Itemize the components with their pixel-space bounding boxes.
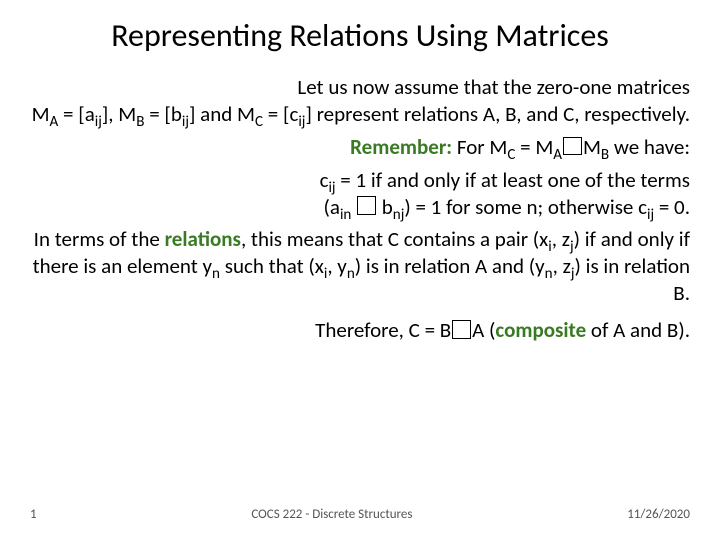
text: , this means that C contains a pair (x xyxy=(241,226,548,252)
footer-page-number: 1 xyxy=(30,507,37,522)
text: ] represent relations A, B, and C, respe… xyxy=(305,101,690,127)
text: = [b xyxy=(144,101,181,127)
text: In terms of the xyxy=(34,226,165,252)
text: ) is in relation B. xyxy=(575,253,690,306)
text: A ( xyxy=(472,317,495,343)
paragraph-intro: Let us now assume that the zero-one matr… xyxy=(30,74,690,128)
footer: 1 COCS 222 - Discrete Structures 11/26/2… xyxy=(30,507,690,522)
box-icon xyxy=(357,196,376,215)
text: ) is in relation A and (y xyxy=(355,253,545,279)
text: (a xyxy=(324,194,340,220)
text: Let us now assume that the zero-one matr… xyxy=(297,74,690,100)
slide: Representing Relations Using Matrices Le… xyxy=(0,0,720,540)
footer-date: 11/26/2020 xyxy=(627,507,690,522)
slide-body: Let us now assume that the zero-one matr… xyxy=(30,74,690,350)
sub: B xyxy=(601,146,609,164)
composite-label: composite xyxy=(495,317,586,343)
text: = 1 if and only if at least one of the t… xyxy=(336,167,690,193)
slide-title: Representing Relations Using Matrices xyxy=(0,16,720,55)
text: For M xyxy=(452,134,507,160)
paragraph-therefore: Therefore, C = B A (composite of A and B)… xyxy=(30,317,690,344)
text: ] and M xyxy=(189,101,255,127)
text: such that (x xyxy=(220,253,324,279)
sub: A xyxy=(50,113,59,131)
text: b xyxy=(377,194,393,220)
box-icon xyxy=(452,320,471,339)
text: , z xyxy=(552,226,570,252)
text: = [c xyxy=(263,101,298,127)
text: M xyxy=(32,101,50,127)
sub: ij xyxy=(95,113,102,131)
box-icon xyxy=(563,137,582,156)
text: , z xyxy=(553,253,571,279)
text: we have: xyxy=(609,134,690,160)
text: = [a xyxy=(58,101,94,127)
text: = M xyxy=(515,134,553,160)
paragraph-remember: Remember: For MC = MAMB we have: xyxy=(30,134,690,161)
remember-label: Remember: xyxy=(350,134,452,160)
sub: in xyxy=(340,206,351,224)
text: M xyxy=(583,134,601,160)
paragraph-cij: cij = 1 if and only if at least one of t… xyxy=(30,167,690,221)
footer-course: COCS 222 - Discrete Structures xyxy=(251,507,412,522)
sub: A xyxy=(553,146,562,164)
sub: n xyxy=(347,265,355,283)
text: , y xyxy=(327,253,347,279)
paragraph-relations: In terms of the relations, this means th… xyxy=(30,226,690,307)
sub: ij xyxy=(182,113,189,131)
text: ) = 1 for some n; otherwise c xyxy=(404,194,647,220)
sub: C xyxy=(255,113,263,131)
text: = 0. xyxy=(654,194,690,220)
text: Therefore, C = B xyxy=(315,317,451,343)
text: of A and B). xyxy=(586,317,690,343)
sub: nj xyxy=(393,206,405,224)
text xyxy=(351,194,356,220)
text: ], M xyxy=(102,101,136,127)
sub: n xyxy=(545,265,553,283)
relations-label: relations xyxy=(165,226,241,252)
sub: n xyxy=(212,265,220,283)
